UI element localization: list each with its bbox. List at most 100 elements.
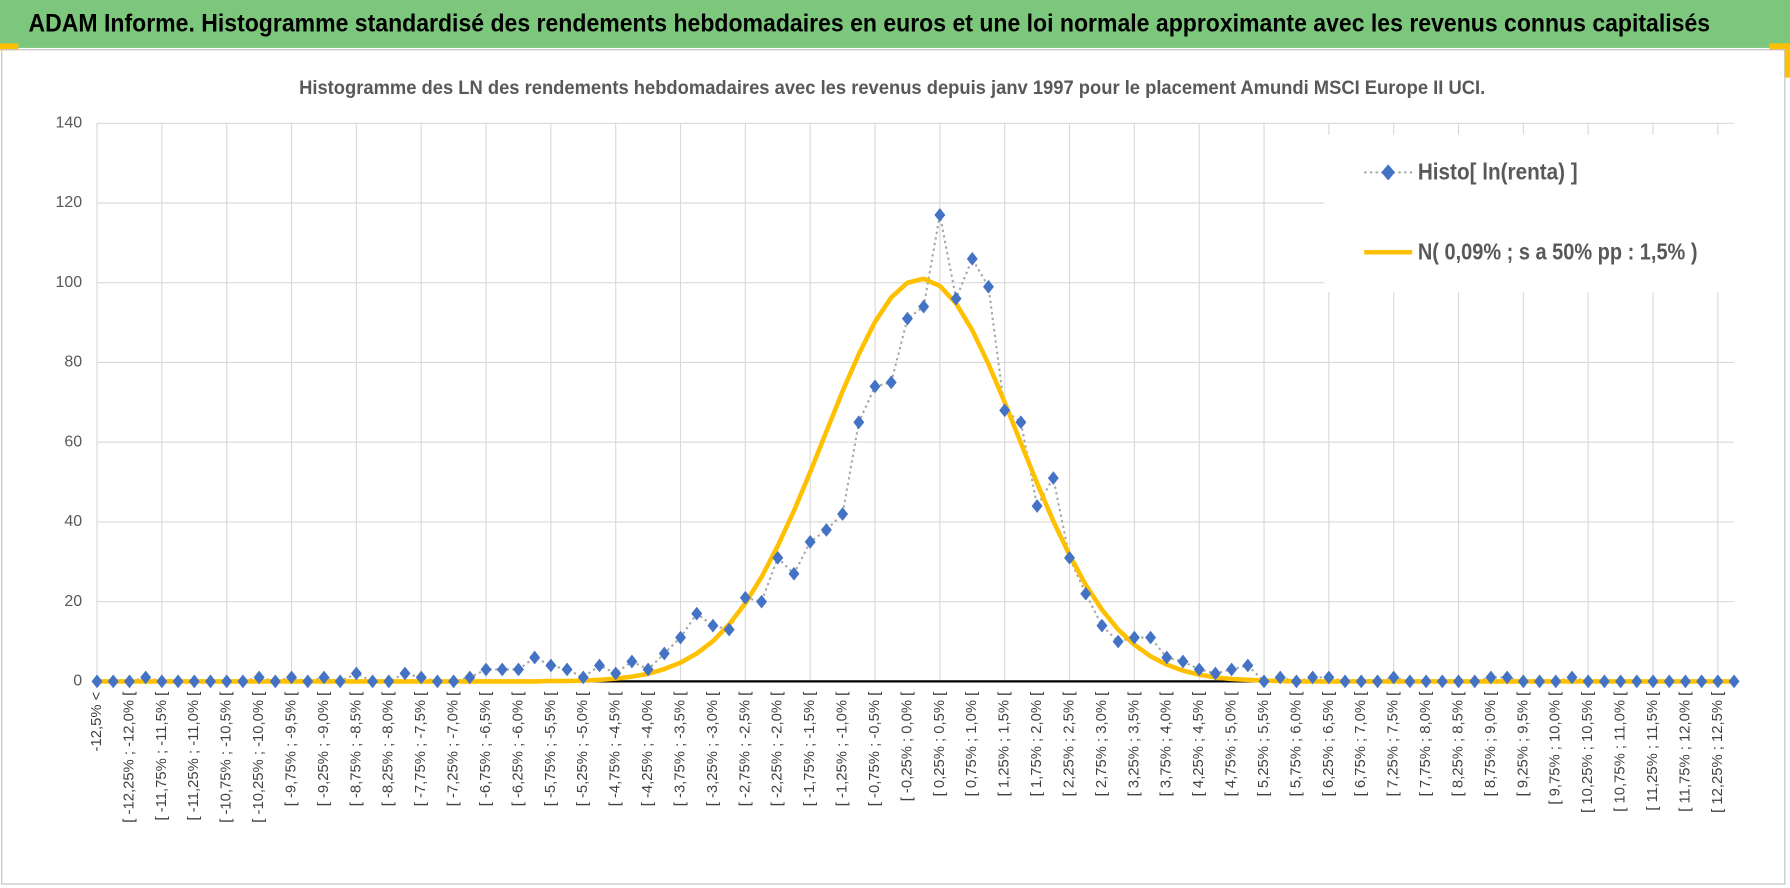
x-tick-label: [ -0,25% ; 0,0% [ [899, 692, 915, 802]
marker [253, 670, 265, 685]
x-tick-label: [ -10,75% ; -10,5% [ [219, 692, 235, 823]
y-tick-label: 80 [64, 354, 82, 371]
marker [1598, 674, 1610, 689]
x-tick-label: [ 3,25% ; 3,5% [ [1126, 692, 1142, 797]
x-tick-label: [ 6,75% ; 7,0% [ [1353, 692, 1369, 797]
marker [869, 379, 881, 394]
marker [983, 279, 994, 294]
x-tick-label: [ 2,25% ; 2,5% [ [1061, 692, 1077, 797]
marker [658, 646, 670, 661]
legend-label: Histo[ ln(renta) ] [1418, 159, 1578, 185]
x-tick-label: [ -4,75% ; -4,5% [ [608, 692, 624, 807]
x-tick-label: [ -7,25% ; -7,0% [ [446, 692, 462, 807]
x-tick-label: [ 10,25% ; 10,5% [ [1580, 692, 1596, 813]
x-tick-label: [ -9,25% ; -9,0% [ [316, 692, 332, 807]
marker [999, 403, 1011, 418]
legend-box [1324, 134, 1736, 293]
chart-title: Histogramme des LN des rendements hebdom… [299, 77, 1485, 99]
x-tick-label: [ -11,25% ; -11,0% [ [186, 692, 202, 821]
x-tick-label: [ 1,75% ; 2,0% [ [1029, 692, 1045, 797]
x-tick-label: [ 11,75% ; 12,0% [ [1677, 692, 1693, 812]
marker [1096, 618, 1108, 633]
marker [302, 674, 314, 689]
marker [772, 550, 784, 565]
legend-label: N( 0,09% ; s a 50% pp : 1,5% ) [1418, 238, 1698, 264]
marker [950, 291, 962, 306]
marker [885, 375, 897, 390]
marker [901, 311, 913, 326]
marker [1501, 670, 1513, 685]
x-tick-label: [ -8,25% ; -8,0% [ [381, 692, 397, 807]
marker [1436, 674, 1448, 689]
marker [1388, 670, 1400, 685]
y-tick-label: 100 [56, 274, 83, 291]
marker [1712, 674, 1724, 689]
x-tick-label: [ 8,75% ; 9,0% [ [1483, 692, 1499, 797]
marker [221, 674, 233, 689]
marker [1112, 634, 1124, 649]
marker [123, 674, 135, 689]
marker [1290, 674, 1302, 689]
x-tick-label: [ 6,25% ; 6,5% [ [1321, 692, 1337, 797]
corner [1769, 43, 1790, 51]
y-tick-label: 40 [64, 513, 82, 530]
marker [756, 594, 768, 609]
legend-marker [1381, 164, 1396, 181]
marker [853, 415, 865, 430]
marker [594, 658, 605, 673]
x-tick-label: [ 9,25% ; 9,5% [ [1515, 692, 1531, 797]
marker [723, 622, 735, 637]
x-tick-label: [ 0,75% ; 1,0% [ [964, 692, 980, 797]
marker [918, 299, 930, 314]
marker [1728, 674, 1740, 689]
x-tick-label: [ 9,75% ; 10,0% [ [1548, 692, 1564, 805]
x-tick-label: [ 10,75% ; 11,0% [ [1613, 692, 1629, 812]
chart-border [1, 49, 1786, 885]
marker [286, 670, 298, 685]
marker [188, 674, 200, 689]
x-tick-label: [ -12,25% ; -12,0% [ [121, 692, 137, 823]
x-tick-label: [ -1,75% ; -1,5% [ [802, 692, 818, 807]
x-tick-label: [ -3,75% ; -3,5% [ [672, 692, 688, 807]
x-tick-label: [ 12,25% ; 12,5% [ [1710, 692, 1726, 813]
x-tick-label: [ -4,25% ; -4,0% [ [640, 692, 656, 807]
marker [156, 674, 168, 689]
marker [837, 507, 849, 521]
marker [1631, 674, 1643, 689]
marker [529, 650, 541, 665]
y-tick-label: 0 [73, 673, 82, 690]
marker [545, 658, 557, 673]
x-tick-label: [ 4,25% ; 4,5% [ [1191, 692, 1207, 797]
x-tick-label: [ 5,25% ; 5,5% [ [1256, 692, 1272, 797]
marker [1064, 550, 1076, 565]
marker [1047, 471, 1059, 485]
marker [1307, 670, 1319, 685]
x-tick-label: [ -7,75% ; -7,5% [ [413, 692, 429, 807]
marker [367, 674, 379, 689]
x-tick-label: [ -2,75% ; -2,5% [ [737, 692, 753, 807]
marker [334, 674, 346, 689]
marker [1355, 674, 1367, 689]
header-title: ADAM Informe. Histogramme standardisé de… [29, 10, 1711, 38]
x-tick-label: [ 1,25% ; 1,5% [ [997, 692, 1013, 797]
y-tick-label: 60 [64, 433, 82, 450]
marker [1453, 674, 1465, 689]
x-tick-label: [ 4,75% ; 5,0% [ [1224, 692, 1240, 797]
x-tick-label: [ 7,25% ; 7,5% [ [1386, 692, 1402, 797]
marker [1517, 674, 1529, 689]
x-tick-label: [ 2,75% ; 3,0% [ [1094, 692, 1110, 797]
x-tick-label: [ -6,75% ; -6,5% [ [478, 692, 494, 807]
marker [107, 674, 119, 689]
x-tick-label: [ 11,25% ; 11,5% [ [1645, 692, 1661, 811]
x-tick-label: [ -1,25% ; -1,0% [ [835, 692, 851, 807]
x-tick-label: [ -5,25% ; -5,0% [ [575, 692, 591, 807]
x-tick-label: [ 8,25% ; 8,5% [ [1450, 692, 1466, 797]
marker [1372, 674, 1383, 689]
corner [1784, 43, 1790, 78]
marker [1647, 674, 1659, 689]
marker [464, 670, 476, 685]
marker [1582, 674, 1594, 689]
x-tick-label: [ -11,75% ; -11,5% [ [154, 692, 170, 821]
